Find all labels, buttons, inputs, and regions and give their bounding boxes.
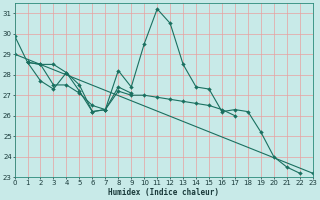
X-axis label: Humidex (Indice chaleur): Humidex (Indice chaleur) bbox=[108, 188, 219, 197]
